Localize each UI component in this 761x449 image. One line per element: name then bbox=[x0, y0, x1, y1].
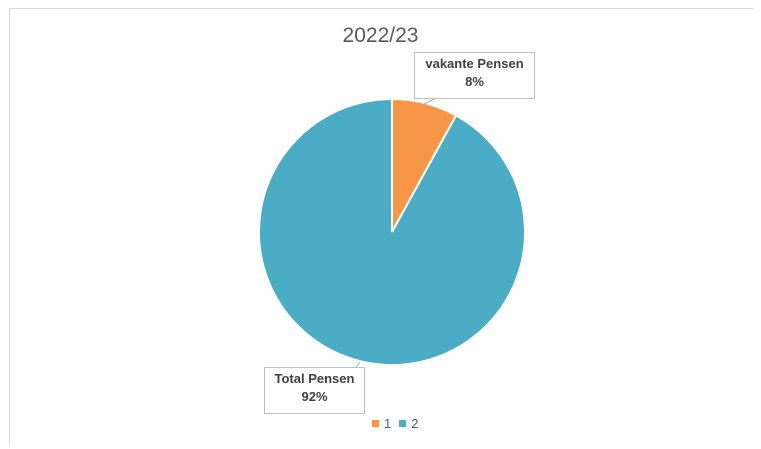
data-label-name: Total Pensen bbox=[274, 371, 355, 386]
data-label-total-pensen: Total Pensen 92% bbox=[264, 367, 365, 414]
legend-swatch bbox=[399, 419, 407, 427]
legend-item: 1 bbox=[372, 416, 391, 431]
data-label-name: vakante Pensen bbox=[425, 56, 524, 71]
leader-line-1 bbox=[423, 98, 435, 105]
pie-slice-2 bbox=[258, 97, 526, 366]
chart-title: 2022/23 bbox=[342, 24, 419, 47]
data-label-vakante-pensen: vakante Pensen 8% bbox=[414, 52, 535, 99]
chart-area bbox=[9, 8, 753, 444]
legend-swatch bbox=[372, 419, 379, 427]
leader-line-2 bbox=[355, 361, 361, 368]
legend-label: 1 bbox=[384, 415, 392, 431]
data-label-percent: 92% bbox=[301, 389, 328, 404]
legend-item: 2 bbox=[399, 416, 418, 431]
legend: 1 2 bbox=[372, 415, 426, 431]
data-label-percent: 8% bbox=[465, 74, 484, 89]
legend-label: 2 bbox=[411, 415, 419, 431]
